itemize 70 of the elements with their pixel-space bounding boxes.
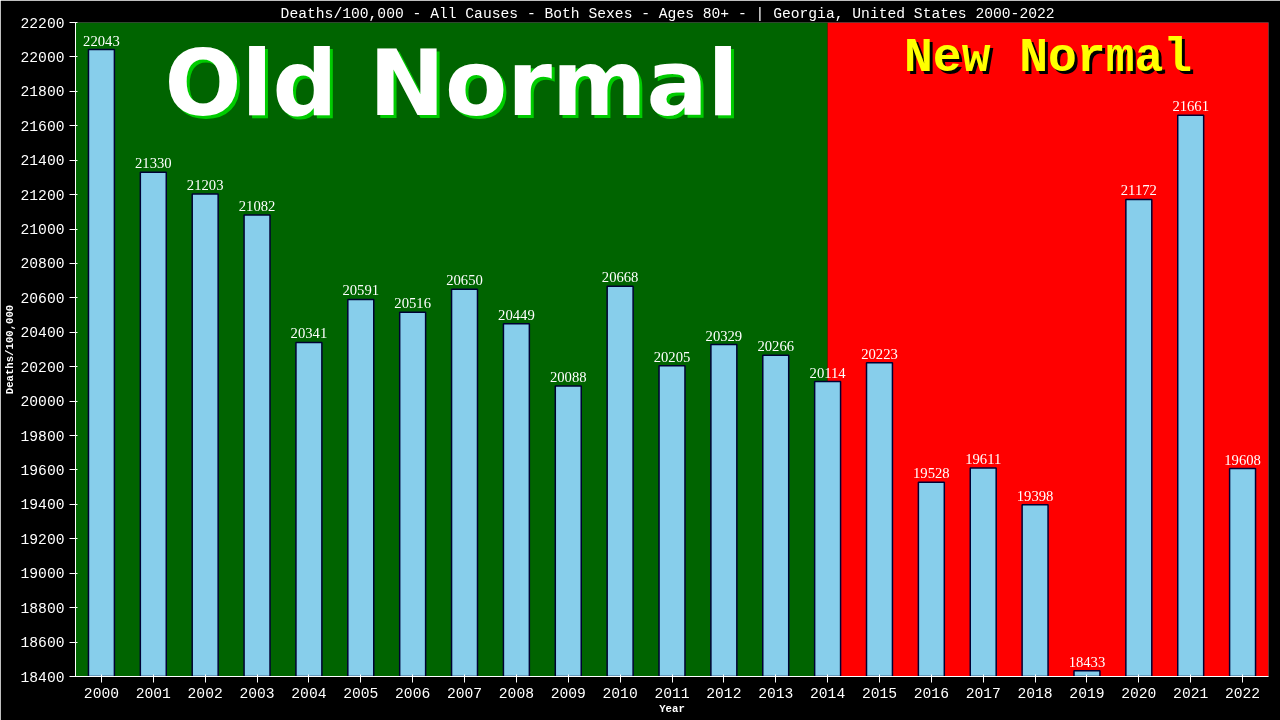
y-tick-label: 20800 <box>20 256 65 273</box>
y-tick-label: 18400 <box>20 669 65 686</box>
y-tick-label: 19600 <box>20 462 65 479</box>
data-label: 20329 <box>705 327 743 344</box>
x-tick-label: 2012 <box>706 685 742 702</box>
data-label: 21330 <box>134 155 172 172</box>
x-tick-label: 2020 <box>1121 685 1157 702</box>
x-tick-label: 2000 <box>83 685 120 702</box>
y-axis-title: Deaths/100,000 <box>3 304 16 395</box>
data-label: 20591 <box>342 282 380 299</box>
data-label: 20668 <box>601 269 639 286</box>
x-tick-label: 2018 <box>1017 685 1053 702</box>
y-tick-label: 21600 <box>20 118 65 135</box>
y-tick-label: 18800 <box>20 600 65 617</box>
band-label: New Normal <box>904 30 1193 85</box>
x-tick-label: 2014 <box>810 685 846 702</box>
data-label: 20449 <box>498 306 535 323</box>
y-tick-label: 21000 <box>20 222 65 239</box>
x-tick-label: 2016 <box>913 685 949 702</box>
x-tick-label: 2011 <box>654 685 690 702</box>
chart-title: Deaths/100,000 - All Causes - Both Sexes - Ages 80+ - | Georgia, United States 2000-2022 <box>280 5 1055 22</box>
y-tick-label: 18600 <box>20 635 65 652</box>
x-tick-label: 2007 <box>446 685 483 702</box>
x-tick-label: 2004 <box>291 685 327 702</box>
x-tick-label: 2006 <box>395 685 431 702</box>
y-tick-label: 20000 <box>20 394 65 411</box>
data-label: 21172 <box>1120 182 1157 199</box>
y-tick-label: 20400 <box>20 325 65 342</box>
x-tick-label: 2010 <box>602 685 638 702</box>
data-label: 19611 <box>965 451 1002 468</box>
x-tick-label: 2005 <box>343 685 379 702</box>
x-tick-label: 2021 <box>1173 685 1209 702</box>
data-label: 20341 <box>290 325 328 342</box>
data-label: 18433 <box>1068 653 1106 670</box>
data-label: 19398 <box>1016 487 1054 504</box>
y-tick-label: 21800 <box>20 84 65 101</box>
y-tick-label: 22000 <box>20 49 65 66</box>
x-tick-label: 2008 <box>498 685 534 702</box>
data-label: 22043 <box>83 32 120 49</box>
y-tick-label: 21200 <box>20 187 65 204</box>
band-label: Old Normal <box>164 30 739 136</box>
data-label: 20205 <box>653 348 691 365</box>
x-axis-title: Year <box>659 702 685 715</box>
x-tick-label: 2003 <box>239 685 275 702</box>
y-tick-label: 19400 <box>20 497 65 514</box>
data-label: 19608 <box>1224 451 1261 468</box>
data-label: 20266 <box>757 338 795 355</box>
data-label: 19528 <box>913 465 950 482</box>
y-tick-label: 20200 <box>20 359 65 376</box>
x-tick-label: 2022 <box>1224 685 1261 702</box>
y-tick-label: 22200 <box>20 15 65 32</box>
x-tick-label: 2017 <box>965 685 1001 702</box>
x-tick-label: 2002 <box>187 685 223 702</box>
data-label: 20088 <box>549 368 587 385</box>
x-tick-label: 2019 <box>1069 685 1105 702</box>
x-tick-label: 2009 <box>550 685 586 702</box>
y-tick-label: 21400 <box>20 153 65 170</box>
data-label: 21661 <box>1172 98 1210 115</box>
data-label: 20516 <box>394 295 431 312</box>
y-tick-label: 20600 <box>20 290 65 307</box>
y-tick-label: 19000 <box>20 566 65 583</box>
data-label: 20650 <box>446 272 483 289</box>
y-tick-label: 19200 <box>20 531 65 548</box>
x-tick-label: 2013 <box>758 685 794 702</box>
data-label: 21082 <box>238 197 276 214</box>
x-tick-label: 2001 <box>135 685 172 702</box>
x-tick-label: 2015 <box>861 685 898 702</box>
data-label: 21203 <box>186 177 224 194</box>
data-label: 20223 <box>861 345 898 362</box>
y-tick-label: 19800 <box>20 428 65 445</box>
